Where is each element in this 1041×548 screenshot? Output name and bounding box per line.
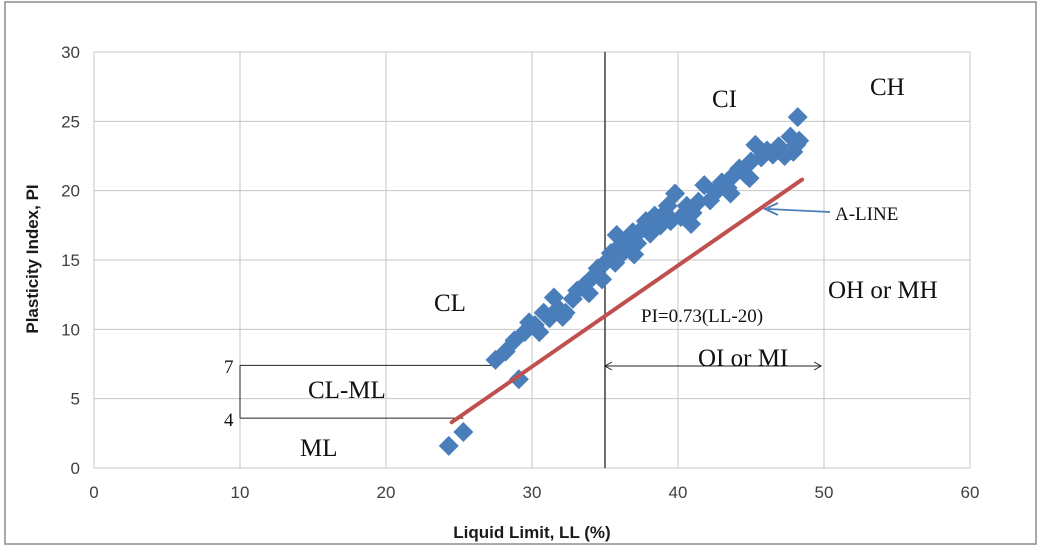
oi-mi-arrow-left-head	[603, 361, 613, 371]
y-tick-label: 30	[61, 43, 80, 62]
x-tick-label: 0	[89, 483, 98, 502]
x-axis-title: Liquid Limit, LL (%)	[453, 523, 610, 542]
data-point	[552, 306, 573, 327]
label-oh-mh: OH or MH	[828, 277, 938, 304]
x-tick-label: 20	[377, 483, 396, 502]
y-tick-label: 10	[61, 320, 80, 339]
label-ml: ML	[300, 435, 338, 462]
x-tick-label: 30	[523, 483, 542, 502]
data-point	[606, 225, 627, 246]
y-tick-label: 5	[71, 390, 80, 409]
data-point	[681, 213, 702, 234]
data-point	[592, 269, 613, 290]
data-points	[438, 107, 810, 456]
data-point	[739, 168, 760, 189]
x-tick-label: 10	[231, 483, 250, 502]
y-tick-label: 20	[61, 182, 80, 201]
y-tick-label: 25	[61, 112, 80, 131]
x-tick-label: 50	[815, 483, 834, 502]
data-point	[720, 183, 741, 204]
tick-labels: 0 10 20 30 40 50 60 0 5 10 15 20 25 30	[61, 43, 979, 502]
label-cl: CL	[434, 290, 466, 317]
label-equation: PI=0.73(LL-20)	[641, 306, 763, 327]
data-point	[688, 191, 709, 212]
data-point	[783, 141, 804, 162]
a-line-pointer-arrow	[762, 202, 831, 216]
label-a-line: A-LINE	[835, 204, 898, 225]
label-pi-7: 7	[224, 357, 234, 378]
data-point	[624, 244, 645, 265]
data-point	[787, 107, 808, 128]
data-point	[543, 287, 564, 308]
data-point	[657, 195, 678, 216]
data-point	[529, 322, 550, 343]
y-axis-title: Plasticity Index, PI	[23, 184, 42, 333]
a-line-segment	[449, 177, 805, 425]
oi-mi-arrow-right-head	[813, 361, 823, 371]
data-point	[453, 421, 474, 442]
label-oi-mi: OI or MI	[698, 345, 788, 372]
data-point	[578, 283, 599, 304]
y-tick-label: 0	[71, 459, 80, 478]
label-ci: CI	[712, 86, 737, 113]
a-line	[449, 177, 805, 425]
y-tick-label: 15	[61, 251, 80, 270]
x-tick-label: 40	[669, 483, 688, 502]
chart-border	[4, 1, 1037, 545]
x-tick-label: 60	[961, 483, 980, 502]
label-ch: CH	[870, 74, 905, 101]
data-point	[438, 435, 459, 456]
label-pi-4: 4	[224, 410, 234, 431]
label-cl-ml: CL-ML	[308, 377, 386, 404]
